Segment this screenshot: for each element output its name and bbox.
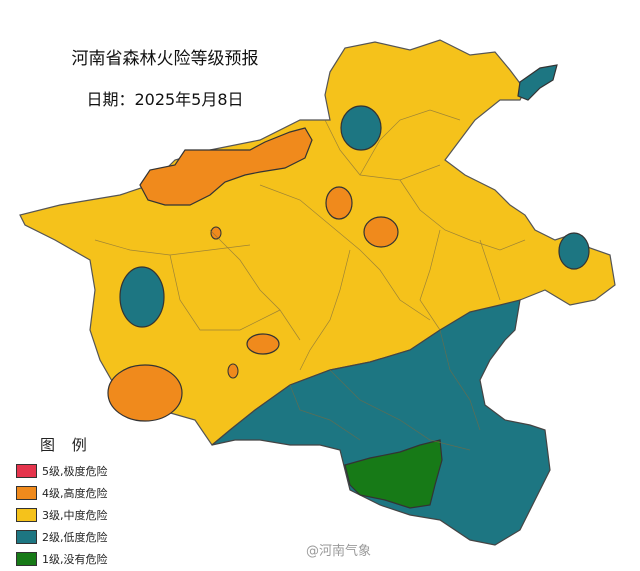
region-level2-east	[558, 232, 590, 270]
watermark: @河南气象	[306, 544, 372, 559]
legend-item-level5: 5级,极度危险	[16, 460, 108, 482]
region-level4-central1	[325, 186, 353, 220]
legend-swatch-level3	[16, 508, 37, 522]
region-level4-small1	[210, 226, 222, 240]
legend-label-level2: 2级,低度危险	[42, 531, 108, 544]
region-level2-southeast	[211, 299, 551, 546]
legend-label-level3: 3级,中度危险	[42, 509, 108, 522]
legend-item-level1: 1级,没有危险	[16, 548, 108, 570]
region-level4-north	[139, 127, 313, 206]
region-level4-central3	[246, 333, 280, 355]
region-level2-west	[119, 266, 165, 328]
map-title: 河南省森林火险等级预报	[71, 49, 259, 69]
legend-item-level3: 3级,中度危险	[16, 504, 108, 526]
prefecture-boundaries	[94, 109, 526, 451]
region-level2-northeast	[517, 64, 558, 101]
legend-item-level2: 2级,低度危险	[16, 526, 108, 548]
legend-label-level1: 1级,没有危险	[42, 553, 108, 566]
region-level2-north	[340, 105, 382, 151]
legend-swatch-level2	[16, 530, 37, 544]
legend-label-level5: 5级,极度危险	[42, 465, 108, 478]
legend-swatch-level4	[16, 486, 37, 500]
region-level4-central2	[363, 216, 399, 248]
legend-swatch-level1	[16, 552, 37, 566]
region-level4-small2	[227, 363, 239, 379]
region-level1-south	[344, 439, 443, 509]
legend: 5级,极度危险 4级,高度危险 3级,中度危险 2级,低度危险 1级,没有危险	[16, 460, 108, 570]
region-level4-west	[107, 364, 183, 422]
legend-swatch-level5	[16, 464, 37, 478]
legend-item-level4: 4级,高度危险	[16, 482, 108, 504]
legend-label-level4: 4级,高度危险	[42, 487, 108, 500]
legend-title: 图 例	[40, 436, 93, 454]
map-date: 日期：2025年5月8日	[86, 90, 244, 109]
